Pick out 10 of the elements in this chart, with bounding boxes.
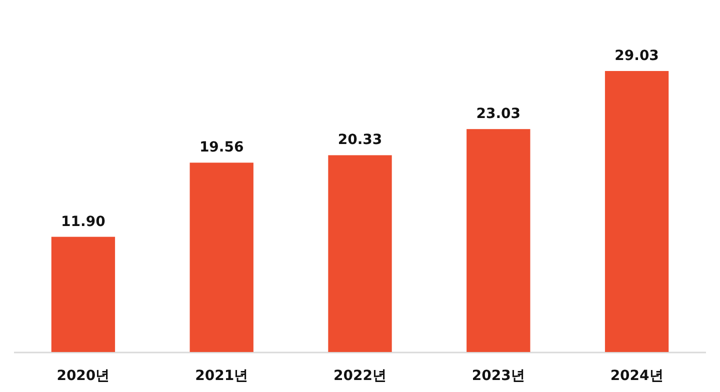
data-label: 29.03 xyxy=(614,48,659,64)
x-tick-label: 2021년 xyxy=(195,368,248,384)
x-tick-label: 2024년 xyxy=(610,368,664,384)
x-tick-label: 2023년 xyxy=(472,368,525,384)
data-label: 19.56 xyxy=(199,140,244,156)
data-label: 11.90 xyxy=(61,214,106,230)
data-label: 23.03 xyxy=(476,106,521,122)
data-label: 20.33 xyxy=(338,132,382,148)
x-tick-label: 2022년 xyxy=(334,368,386,384)
x-tick-label: 2020년 xyxy=(56,368,110,384)
